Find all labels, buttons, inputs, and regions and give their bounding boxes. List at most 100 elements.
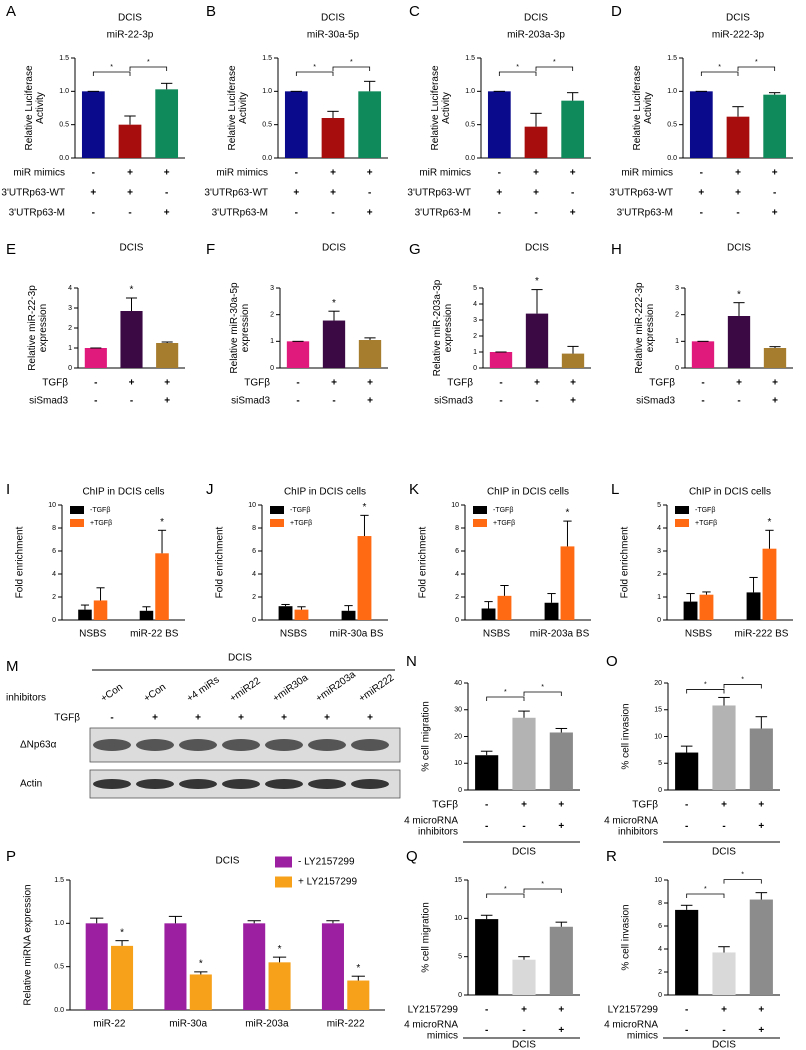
bar	[561, 353, 585, 368]
panel-letter: P	[6, 848, 16, 865]
condition-value: -	[331, 208, 334, 219]
y-tick-label: 1	[68, 345, 72, 352]
error-bar	[680, 745, 693, 753]
y-tick-label: 4	[657, 525, 661, 532]
significance-star: *	[313, 64, 316, 71]
error-bar	[281, 603, 290, 607]
y-axis-label: % cell invasion	[621, 703, 632, 769]
y-tick-label: 3	[675, 285, 679, 292]
bracket-line	[486, 696, 525, 701]
bar	[749, 899, 773, 995]
condition-value: +	[570, 208, 576, 219]
y-axis-label: Fold enrichment	[215, 526, 226, 598]
condition-value: -	[700, 208, 703, 219]
condition-value: +	[127, 188, 133, 199]
significance-bracket	[535, 66, 574, 71]
significance-star: *	[516, 64, 519, 71]
condition-value: +	[164, 396, 170, 407]
treatment-value: +	[281, 713, 287, 724]
y-tick-label: 0.5	[465, 122, 475, 129]
y-tick-label: 15	[654, 707, 662, 714]
significance-star: *	[363, 502, 367, 513]
legend-swatch	[70, 506, 84, 514]
bracket-line	[700, 71, 739, 76]
significance-bracket	[486, 893, 525, 898]
y-tick-label: 0	[675, 365, 679, 372]
legend-label: +TGFβ	[493, 520, 515, 527]
condition-label: LY2157299	[408, 1005, 459, 1016]
y-tick-label: 1.0	[667, 88, 677, 95]
legend-label: -TGFβ	[290, 507, 310, 514]
significance-bracket	[92, 71, 131, 76]
panel-letter: G	[409, 241, 421, 258]
bar	[726, 116, 750, 158]
condition-value: +	[558, 800, 564, 811]
y-tick-label: 1.5	[262, 55, 272, 62]
y-tick-label: 1.0	[59, 88, 69, 95]
significance-bracket	[686, 689, 725, 694]
x-tick-label: miR-22	[93, 1019, 126, 1030]
condition-value: +	[735, 168, 741, 179]
error-bar	[732, 106, 744, 117]
y-tick-label: 0	[455, 617, 459, 624]
x-tick-label: miR-222	[327, 1019, 365, 1030]
y-tick-label: 4	[252, 571, 256, 578]
significance-star: *	[332, 298, 336, 309]
condition-value: +	[533, 168, 539, 179]
y-tick-label: 0.5	[262, 122, 272, 129]
condition-value: +	[570, 378, 576, 389]
condition-label: TGFβ	[632, 800, 658, 811]
condition-label: miR mimics	[216, 168, 268, 179]
error-bar	[125, 297, 138, 311]
error-bar	[328, 310, 340, 321]
condition-value: +	[772, 208, 778, 219]
y-tick-label: 4	[68, 285, 72, 292]
condition-value: -	[498, 168, 501, 179]
y-tick-label: 0.5	[667, 122, 677, 129]
bar	[155, 553, 169, 620]
bracket-line	[723, 684, 762, 689]
x-tick-label: NSBS	[280, 629, 308, 640]
y-axis-label: Relative miR-222-3p	[634, 282, 645, 374]
x-axis-label: DCIS	[512, 847, 536, 858]
significance-bracket	[129, 66, 168, 71]
condition-label: TGFβ	[649, 378, 675, 389]
legend-label: +TGFβ	[90, 520, 112, 527]
condition-value: -	[92, 208, 95, 219]
bar	[284, 91, 308, 158]
condition-label: TGFβ	[432, 800, 458, 811]
bar	[525, 313, 549, 368]
error-bar	[363, 80, 376, 92]
condition-value: +	[736, 378, 742, 389]
blot-band	[136, 779, 174, 789]
bar	[475, 919, 499, 995]
significance-star: *	[199, 959, 203, 970]
significance-star: *	[768, 517, 772, 528]
condition-label: 3'UTRp63-WT	[1, 188, 65, 199]
condition-value: +	[758, 821, 764, 832]
bar	[749, 728, 773, 790]
error-bar	[115, 940, 129, 946]
error-bar	[157, 529, 167, 554]
treatment-value: +	[152, 713, 158, 724]
y-axis-label: Fold enrichment	[620, 526, 631, 598]
bar	[560, 546, 575, 620]
legend-swatch	[675, 519, 689, 527]
condition-label: 3'UTRp63-M	[415, 208, 471, 219]
condition-value: -	[535, 396, 538, 407]
bracket-line	[129, 66, 168, 71]
condition-value: -	[130, 396, 133, 407]
condition-value: +	[558, 821, 564, 832]
y-tick-label: 1	[473, 349, 477, 356]
treatment-value: +	[367, 713, 373, 724]
error-bar	[327, 110, 339, 118]
condition-label: TGFβ	[244, 378, 270, 389]
bar	[357, 536, 372, 620]
error-bar	[769, 346, 781, 348]
condition-value: +	[521, 1005, 527, 1016]
error-bar	[530, 112, 542, 127]
significance-bracket	[486, 696, 525, 701]
condition-label: 3'UTRp63-WT	[609, 188, 673, 199]
chart-title: DCIS	[118, 13, 142, 24]
y-axis-label: Activity	[643, 92, 654, 124]
